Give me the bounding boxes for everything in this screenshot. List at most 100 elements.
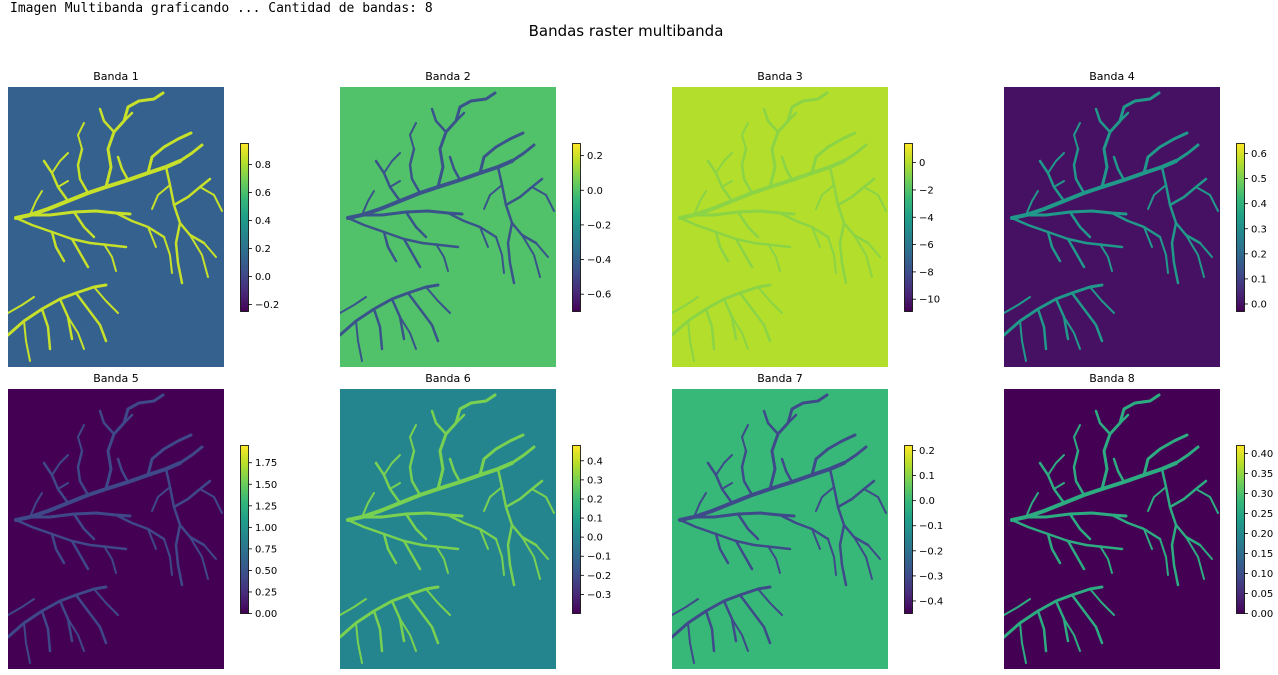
- band-1-colorbar-tick-label: 0.0: [255, 272, 271, 283]
- band-1-colorbar-tick-label: 0.8: [255, 160, 271, 171]
- band-5-river-29: [147, 528, 157, 550]
- band-5-colorbar: 0.00 0.25 0.50 0.75 1.00 1.25 1.50 1.75: [240, 445, 277, 620]
- band-3-river-19: [736, 210, 760, 239]
- band-3-colorbar-tick-label: −2: [919, 185, 934, 196]
- band-6-river-8: [408, 449, 422, 497]
- band-6-river-28: [495, 538, 505, 576]
- band-4-river-34: [1070, 291, 1104, 343]
- band-5-river-33: [40, 609, 52, 653]
- band-8-river-5: [1118, 413, 1130, 425]
- band-1-river-17: [88, 241, 128, 249]
- band-7-river-22: [838, 523, 848, 587]
- band-5-river-5: [122, 413, 134, 425]
- band-8-river-33: [1036, 609, 1048, 653]
- band-8-river-10: [1038, 461, 1066, 505]
- band-6-river-6: [478, 433, 525, 477]
- band-5-river-17: [88, 543, 128, 551]
- band-6-river-7: [448, 457, 462, 484]
- band-6-river-19: [404, 512, 428, 541]
- band-5-river-38: [8, 598, 35, 616]
- band-4-river-20: [1160, 165, 1202, 245]
- band-4-river-5: [1118, 111, 1130, 123]
- band-6-river-18: [435, 545, 449, 574]
- band-3-river-36: [687, 320, 695, 362]
- band-8-river-21: [1168, 479, 1208, 509]
- band-4-colorbar-gradient: [1236, 143, 1245, 312]
- band-1-colorbar-tick-label: 0.2: [255, 244, 271, 255]
- band-6-river-38: [340, 598, 367, 616]
- band-8-river-34: [1070, 593, 1104, 645]
- band-2-river-23: [521, 234, 541, 278]
- band-3-raster: [672, 87, 888, 367]
- band-4-river-4: [1094, 107, 1112, 134]
- band-2-river-37: [399, 316, 417, 350]
- band-5-colorbar-tick-label: 1.25: [255, 501, 277, 512]
- band-3-river-15: [734, 237, 754, 269]
- band-8-colorbar-tick-label: 0.35: [1251, 469, 1273, 480]
- band-2-colorbar-tick-label: 0.2: [587, 151, 603, 162]
- band-3-river-18: [767, 243, 781, 272]
- band-1-river-21: [172, 177, 212, 207]
- band-2-colorbar-tick-label: −0.2: [587, 220, 611, 231]
- band-4-river-30: [1025, 190, 1039, 216]
- band-1-river-1: [14, 159, 182, 220]
- band-8-river-12: [1053, 482, 1065, 490]
- band-7-colorbar-tick-label: −0.3: [919, 571, 943, 582]
- band-6-colorbar-gradient: [572, 445, 581, 614]
- band-2-river-20: [496, 165, 538, 245]
- band-3-river-12: [721, 180, 733, 188]
- band-5-river-37: [67, 618, 85, 652]
- band-2-colorbar-tick-label: −0.6: [587, 290, 611, 301]
- band-8-river-11: [1047, 454, 1065, 476]
- band-6-river-20: [496, 467, 538, 547]
- band-8-river-37: [1063, 618, 1081, 652]
- band-1-river-24: [203, 242, 217, 258]
- band-7-river-5: [786, 413, 798, 425]
- band-1-river-36: [23, 320, 31, 362]
- band-1-river-38: [8, 296, 35, 314]
- band-3-river-30: [693, 190, 707, 216]
- band-2-river-28: [495, 236, 505, 274]
- band-8-colorbar: 0.00 0.05 0.10 0.15 0.20 0.25 0.30 0.35 0.40: [1236, 445, 1273, 620]
- band-2-river-4: [430, 107, 448, 134]
- band-5-river-19: [72, 512, 96, 541]
- band-6-river-5: [454, 413, 466, 425]
- band-2-river-9: [409, 122, 417, 150]
- band-5-river-30: [29, 492, 43, 518]
- band-6-river-1: [346, 461, 514, 522]
- band-2-river-25: [531, 186, 555, 212]
- band-5-river-26: [151, 486, 171, 512]
- band-6-river-network: [340, 393, 555, 664]
- band-4-river-28: [1159, 236, 1169, 274]
- band-6-river-24: [535, 544, 549, 560]
- band-7-river-34: [738, 593, 772, 645]
- band-4-river-2: [1174, 143, 1200, 163]
- band-8-river-2: [1174, 445, 1200, 465]
- band-8-river-16: [1046, 532, 1062, 565]
- band-8-river-6: [1142, 433, 1189, 477]
- band-5-river-22: [174, 523, 184, 587]
- band-3-river-23: [853, 234, 873, 278]
- band-4-colorbar-tick-label: 0.4: [1251, 199, 1267, 210]
- band-8-colorbar-tick-label: 0.40: [1251, 449, 1273, 460]
- band-6-river-36: [355, 622, 363, 664]
- band-6-raster: [340, 389, 556, 669]
- band-2-river-6: [478, 131, 525, 175]
- band-3-river-2: [842, 143, 868, 163]
- band-2-river-19: [404, 210, 428, 239]
- band-2-colorbar-tick-label: −0.4: [587, 255, 611, 266]
- figure-title: Bandas raster multibanda: [528, 22, 724, 40]
- band-7-river-26: [815, 486, 835, 512]
- band-7-colorbar-tick-label: 0.2: [919, 446, 935, 457]
- band-4-river-18: [1099, 243, 1113, 272]
- band-6-colorbar-tick-label: 0.3: [587, 475, 603, 486]
- band-8-river-30: [1025, 492, 1039, 518]
- band-2-river-36: [355, 320, 363, 362]
- band-6-river-2: [510, 445, 536, 465]
- band-8-river-36: [1019, 622, 1027, 664]
- band-2-colorbar-gradient: [572, 143, 581, 312]
- band-4-river-22: [1170, 221, 1180, 285]
- band-4-river-8: [1072, 147, 1086, 195]
- band-5-river-16: [50, 532, 66, 565]
- band-4-river-1: [1010, 159, 1178, 220]
